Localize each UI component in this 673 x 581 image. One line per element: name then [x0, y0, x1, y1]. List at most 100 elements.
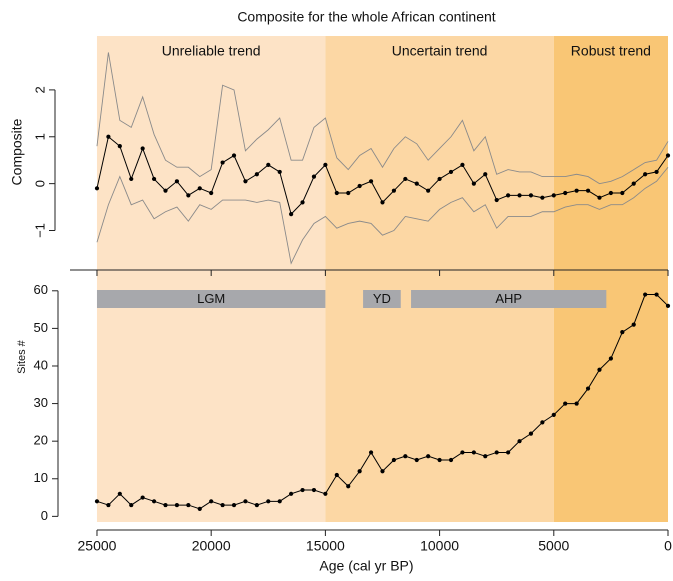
data-point	[574, 401, 579, 406]
data-point	[608, 190, 613, 196]
data-point	[334, 190, 339, 196]
trend-zone	[96, 36, 326, 522]
y-tick-label: 0	[41, 508, 48, 523]
data-point	[597, 195, 602, 200]
data-point	[323, 162, 328, 167]
trend-zone	[553, 36, 668, 522]
data-point	[654, 169, 659, 175]
period-bar	[411, 290, 607, 308]
x-tick-label: 15000	[306, 538, 345, 554]
data-point	[597, 367, 602, 372]
data-point	[163, 188, 168, 193]
y-axis-label: Composite	[9, 118, 25, 185]
y-tick-label: −1	[32, 223, 47, 238]
data-point	[517, 193, 522, 198]
data-point	[163, 502, 168, 508]
data-point	[277, 169, 282, 175]
data-point	[368, 450, 374, 455]
data-point	[471, 181, 476, 186]
data-point	[620, 190, 625, 196]
data-point	[631, 181, 636, 186]
data-point	[94, 499, 100, 504]
data-point	[460, 162, 465, 167]
data-point	[517, 439, 522, 444]
data-point	[483, 454, 488, 459]
data-point	[231, 502, 237, 508]
data-point	[643, 172, 648, 177]
x-axis-label: Age (cal yr BP)	[319, 558, 413, 574]
data-point	[94, 186, 100, 191]
y-tick-label: 50	[34, 320, 48, 335]
data-point	[209, 190, 214, 196]
data-point	[334, 472, 339, 478]
y-tick-label: 0	[32, 180, 47, 187]
foreground-layer: Composite for the whole African continen…	[9, 9, 672, 574]
data-point	[346, 190, 351, 196]
data-point	[197, 506, 202, 511]
data-point	[300, 200, 305, 205]
data-point	[151, 499, 157, 504]
data-point	[563, 190, 568, 196]
data-point	[380, 200, 385, 205]
data-point	[426, 454, 431, 459]
x-tick-label: 0	[664, 538, 672, 554]
data-point	[494, 450, 499, 455]
data-point	[528, 193, 534, 198]
data-point	[254, 172, 259, 177]
background-layer	[96, 36, 668, 522]
y-tick-label: 2	[32, 86, 47, 93]
data-point	[323, 491, 328, 496]
x-tick-label: 10000	[420, 538, 459, 554]
data-point	[403, 454, 408, 459]
data-point	[608, 356, 613, 361]
y-tick-label: 1	[32, 133, 47, 140]
data-point	[209, 499, 214, 504]
data-point	[300, 487, 305, 493]
data-point	[483, 172, 488, 177]
data-point	[140, 146, 145, 151]
data-point	[277, 499, 282, 504]
data-point	[631, 322, 636, 327]
data-point	[129, 176, 134, 182]
data-point	[266, 499, 271, 504]
data-point	[643, 292, 648, 297]
data-point	[174, 502, 180, 508]
period-label: LGM	[197, 291, 225, 306]
y-tick-label: 10	[34, 470, 48, 485]
data-point	[528, 431, 534, 436]
data-point	[197, 186, 202, 191]
trend-zone	[325, 36, 554, 522]
data-point	[551, 193, 556, 198]
data-point	[620, 330, 625, 335]
data-point	[414, 181, 419, 186]
data-point	[471, 450, 476, 455]
data-point	[585, 188, 591, 193]
data-point	[540, 420, 545, 425]
x-tick-label: 25000	[78, 538, 117, 554]
data-point	[506, 450, 511, 455]
data-point	[540, 195, 545, 200]
chart-title: Composite for the whole African continen…	[237, 9, 495, 25]
x-tick-label: 5000	[538, 538, 569, 554]
data-point	[311, 174, 317, 179]
data-point	[654, 292, 659, 297]
data-point	[563, 401, 568, 406]
data-point	[368, 179, 374, 184]
x-tick-label: 20000	[192, 538, 231, 554]
data-point	[357, 183, 362, 189]
data-point	[186, 193, 191, 198]
data-point	[220, 160, 225, 165]
data-point	[117, 144, 122, 149]
data-point	[665, 153, 671, 158]
data-point	[243, 179, 248, 184]
data-point	[346, 484, 351, 489]
data-point	[414, 457, 419, 463]
data-point	[220, 502, 225, 508]
data-point	[448, 457, 454, 463]
series-line	[96, 166, 669, 265]
data-point	[391, 457, 397, 463]
period-label: YD	[373, 291, 391, 306]
data-point	[106, 502, 111, 508]
